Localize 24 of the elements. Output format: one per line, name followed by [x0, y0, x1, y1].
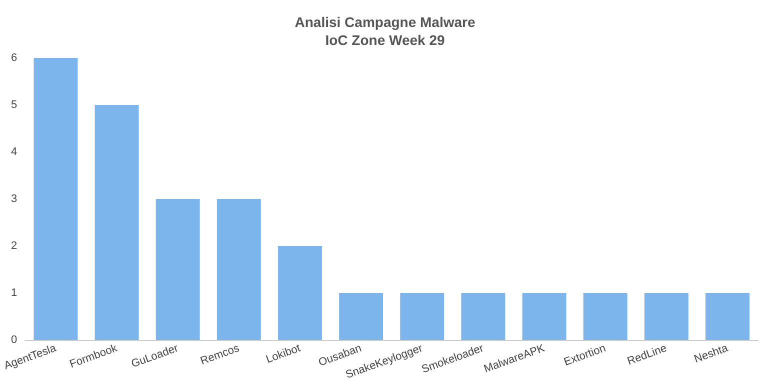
- bar: [94, 105, 139, 340]
- y-tick-label: 2: [11, 240, 18, 252]
- bar: [339, 293, 384, 340]
- bar: [705, 293, 750, 340]
- y-tick-label: 5: [11, 99, 18, 111]
- bar: [216, 199, 261, 340]
- bar: [583, 293, 628, 340]
- chart-title: Analisi Campagne Malware IoC Zone Week 29: [294, 14, 476, 48]
- bar: [156, 199, 200, 340]
- bar: [644, 293, 688, 340]
- x-tick-label: RedLine: [626, 342, 668, 368]
- bar: [400, 293, 444, 340]
- x-tick-label: Remcos: [198, 342, 242, 368]
- bar: [461, 293, 506, 340]
- x-tick-label: Lokibot: [264, 342, 302, 366]
- y-tick-label: 4: [11, 146, 18, 158]
- y-tick-label: 6: [11, 52, 18, 64]
- y-tick-label: 0: [11, 334, 18, 346]
- y-tick-label: 1: [11, 287, 18, 299]
- bar: [34, 58, 78, 340]
- bar: [278, 246, 322, 340]
- x-tick-label: Neshta: [692, 342, 730, 366]
- bar: [522, 293, 566, 340]
- y-tick-label: 3: [11, 193, 18, 205]
